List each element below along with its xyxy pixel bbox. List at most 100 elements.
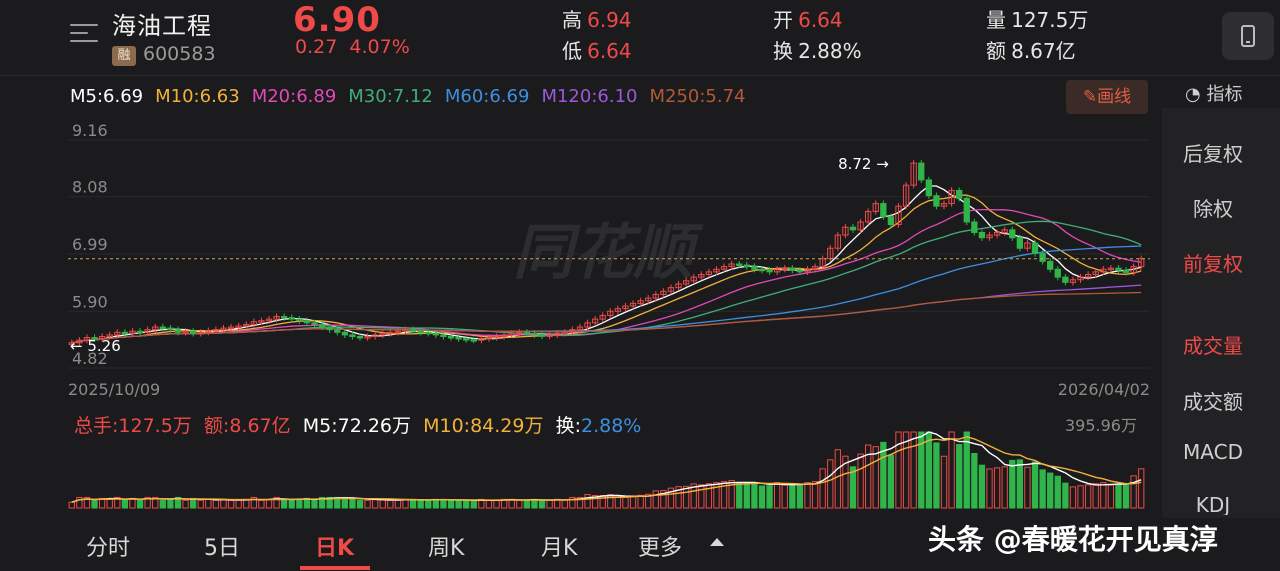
candle-body: [1092, 271, 1099, 275]
volume-bar: [364, 499, 371, 509]
volume-bar: [728, 480, 735, 509]
candle-body: [288, 317, 295, 320]
tab-daily-k[interactable]: 日K: [315, 536, 355, 561]
indicator-button[interactable]: ◔ 指标: [1185, 80, 1242, 106]
side-panel-item[interactable]: 除权: [1193, 197, 1233, 221]
volume-bar: [698, 484, 705, 509]
high-quote: 高 6.94: [562, 4, 632, 33]
volume-bar: [705, 483, 713, 509]
side-panel-item[interactable]: 后复权: [1183, 142, 1243, 166]
candle-body: [811, 266, 819, 270]
volume-bar: [766, 485, 773, 509]
candle-body: [1016, 237, 1024, 249]
change-value: 0.27: [295, 36, 338, 58]
candle-body: [1001, 229, 1008, 233]
tab-5day[interactable]: 5日: [204, 536, 240, 561]
tab-intraday[interactable]: 分时: [86, 536, 131, 561]
volume-bar: [265, 498, 273, 509]
volume-bar: [425, 499, 432, 509]
kline-chart[interactable]: 9.16 8.08 6.99 5.90 4.82 同花顺 8.72 → ← 5.26 2025/…: [0, 118, 1160, 408]
volume-turnover-label: 换:: [555, 415, 581, 437]
volume-bar: [1016, 459, 1024, 509]
device-toggle-button[interactable]: [1222, 12, 1274, 60]
amount-label: 额: [986, 39, 1006, 63]
caret-up-icon[interactable]: [710, 538, 724, 546]
volume-bar: [789, 483, 796, 509]
volume-bar: [773, 482, 781, 509]
menu-icon[interactable]: [70, 22, 98, 46]
stock-name: 海油工程: [112, 12, 212, 40]
candle-body: [705, 271, 713, 275]
margin-badge: 融: [112, 46, 136, 66]
ma-legend-item: M30:7.12: [348, 86, 433, 107]
candle-body: [83, 337, 91, 341]
ma-legend-item: M250:5.74: [649, 86, 746, 107]
side-panel-item[interactable]: 前复权: [1183, 252, 1243, 276]
y-tick-label: 5.90: [72, 292, 108, 311]
volume-bar: [538, 499, 546, 509]
candle-body: [485, 337, 493, 340]
volume-bar: [569, 496, 576, 509]
candle-body: [372, 334, 379, 337]
candle-body: [1062, 276, 1069, 283]
volume-bar: [690, 483, 697, 509]
amount-quote: 额 8.67亿: [986, 35, 1076, 64]
tab-weekly-k[interactable]: 周K: [428, 536, 465, 561]
gauge-icon: ◔: [1185, 84, 1201, 105]
side-panel-item[interactable]: 成交量: [1183, 334, 1243, 358]
volume-bar: [849, 466, 857, 509]
price-change: 0.27 4.07%: [295, 36, 410, 58]
candle-body: [296, 318, 303, 322]
candle-body: [1054, 268, 1061, 278]
side-panel-item[interactable]: KDJ: [1195, 493, 1231, 515]
candle-body: [432, 332, 440, 336]
candle-body: [212, 329, 220, 332]
volume-bar: [1122, 484, 1130, 509]
volume-bar: [98, 497, 106, 509]
author-watermark: 头条 @春暖花开见真淳: [928, 523, 1218, 556]
volume-bar: [106, 498, 113, 509]
candle-body: [98, 335, 106, 340]
volume-bar: [440, 498, 447, 509]
volume-bar: [417, 499, 424, 509]
volume-bar: [129, 497, 136, 509]
volume-bar: [637, 494, 644, 509]
candle-body: [682, 280, 690, 285]
candle-body: [576, 326, 584, 331]
volume-bar: [584, 494, 591, 509]
candle-body: [144, 329, 151, 333]
volume-bar: [834, 449, 841, 509]
volume-chart[interactable]: [0, 410, 1160, 520]
volume-bar: [463, 499, 470, 509]
draw-line-button[interactable]: ✎画线: [1066, 80, 1148, 114]
volume-bar: [963, 431, 970, 509]
candle-body: [880, 203, 887, 218]
candle-body: [1047, 260, 1054, 270]
volume-bar: [614, 496, 622, 509]
candle-body: [887, 216, 895, 226]
volume-bar: [197, 499, 204, 509]
candle-body: [265, 318, 273, 322]
side-panel-item[interactable]: MACD: [1183, 440, 1243, 464]
active-tab-indicator: [300, 566, 370, 570]
tab-monthly-k[interactable]: 月K: [541, 536, 578, 561]
volume-bar: [1115, 483, 1122, 509]
volume-bar: [827, 459, 834, 509]
volume-bar: [993, 467, 1001, 509]
candle-body: [1138, 258, 1145, 268]
candle-body: [849, 226, 857, 231]
volume-bar: [273, 496, 280, 509]
volume-bar: [758, 485, 766, 509]
tab-more[interactable]: 更多: [638, 536, 683, 561]
volume-bar: [356, 499, 364, 509]
candle-body: [1009, 229, 1016, 239]
candle-body: [326, 326, 333, 331]
candle-body: [546, 334, 553, 337]
volume-bar: [933, 442, 940, 509]
candle-body: [591, 318, 599, 324]
volume-bar: [1084, 484, 1092, 509]
candle-body: [978, 231, 986, 239]
volume-bar: [235, 499, 242, 509]
side-panel-item[interactable]: 成交额: [1183, 390, 1243, 414]
volume-bar: [561, 499, 568, 509]
